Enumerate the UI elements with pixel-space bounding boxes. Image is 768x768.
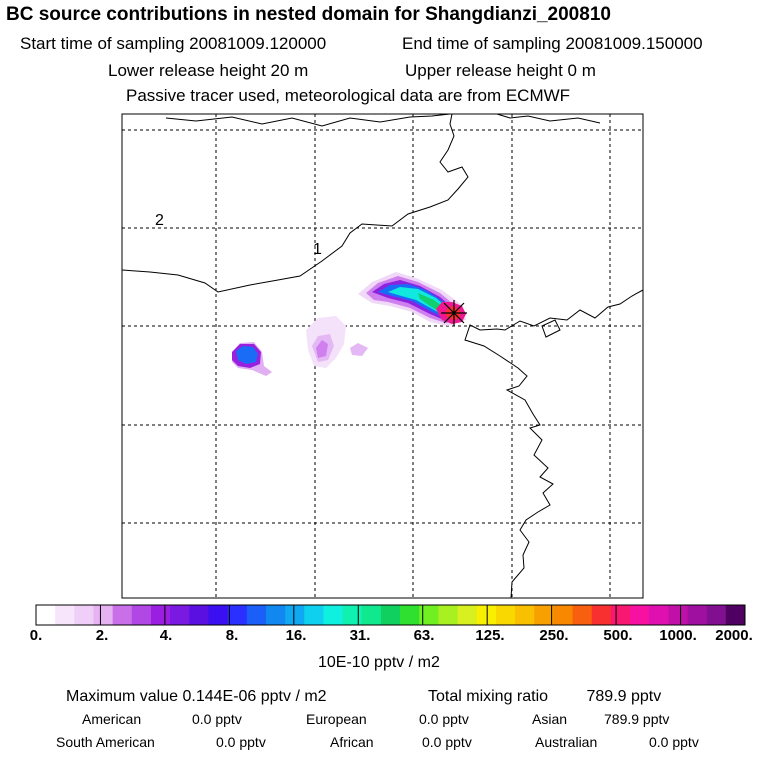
colorbar-tick: 31. — [349, 627, 371, 644]
colorbar-tick: 4. — [159, 627, 173, 644]
colorbar-unit-label: 10E-10 pptv / m2 — [318, 654, 440, 671]
colorbar-tick: 16. — [285, 627, 307, 644]
region-value: 0.0 pptv — [422, 734, 472, 750]
colorbar-cell — [610, 605, 631, 625]
region-name: Australian — [535, 734, 598, 750]
region-name: Asian — [532, 711, 568, 727]
colorbar-tick: 8. — [225, 627, 239, 644]
colorbar-cell — [131, 605, 152, 625]
total-mixing-ratio: Total mixing ratio 789.9 pptv — [428, 688, 661, 706]
colorbar-cell — [419, 605, 439, 625]
colorbar-tick: 125. — [475, 627, 505, 644]
colorbar-tick: 63. — [413, 627, 435, 644]
region-name: African — [330, 734, 374, 750]
colorbar-cell — [725, 605, 746, 625]
colorbar-cell — [55, 605, 75, 625]
grid-label-1: 1 — [313, 241, 322, 258]
colorbar-cell — [74, 605, 94, 625]
colorbar-cell — [265, 605, 286, 625]
grid-label-2: 2 — [155, 212, 164, 229]
border-line — [165, 113, 451, 127]
maximum-value-label: Maximum value 0.144E-06 pptv / m2 — [66, 688, 327, 705]
upper-release-label: Upper release height 0 m — [405, 61, 596, 80]
colorbar-frame — [35, 604, 746, 626]
colorbar-cell — [591, 605, 612, 625]
colorbar-cell — [495, 605, 516, 625]
plume-contour — [350, 343, 368, 356]
colorbar-cell — [170, 605, 190, 625]
colorbar-cell — [534, 605, 554, 625]
colorbar-cell — [515, 605, 535, 625]
colorbar-cell — [36, 605, 56, 625]
colorbar-cell — [668, 605, 689, 625]
plume-contour — [316, 340, 328, 358]
region-value: 0.0 pptv — [192, 711, 242, 727]
region-name: American — [82, 711, 142, 727]
colorbar-cell — [687, 605, 708, 625]
colorbar-cell — [150, 605, 171, 625]
total-mixing-ratio-value: 789.9 pptv — [586, 688, 662, 705]
colorbar-cell — [380, 605, 401, 625]
region-value: 0.0 pptv — [649, 734, 699, 750]
colorbar-cell — [246, 605, 267, 625]
colorbar-cell — [630, 605, 650, 625]
receptor-star-icon — [441, 300, 467, 326]
colorbar-tick: 250. — [539, 627, 569, 644]
colorbar-cell — [342, 605, 363, 625]
colorbar-cell — [227, 605, 248, 625]
border-line — [121, 113, 469, 293]
region-name: South American — [56, 734, 155, 750]
colorbar-cell — [649, 605, 669, 625]
colorbar-tick: 1000. — [659, 627, 697, 644]
lower-release-label: Lower release height 20 m — [108, 61, 309, 80]
end-time-label: End time of sampling 20081009.150000 — [402, 34, 703, 53]
colorbar-cell — [285, 605, 305, 625]
colorbar-cell — [572, 605, 593, 625]
region-value: 0.0 pptv — [216, 734, 266, 750]
colorbar-cell — [553, 605, 574, 625]
colorbar-cell — [323, 605, 344, 625]
colorbar-tick: 2000. — [715, 627, 753, 644]
colorbar-cell — [304, 605, 324, 625]
coastlines — [121, 113, 644, 599]
colorbar-cell — [706, 605, 727, 625]
plot-title: BC source contributions in nested domain… — [6, 4, 611, 25]
colorbar-cell — [361, 605, 382, 625]
colorbar-dividers — [99, 605, 682, 625]
passive-tracer-note: Passive tracer used, meteorological data… — [126, 86, 571, 105]
colorbar-tick: 2. — [95, 627, 109, 644]
colorbar-cell — [189, 605, 209, 625]
map-frame — [121, 113, 644, 599]
colorbar-tick: 500. — [603, 627, 633, 644]
colorbar-cell — [400, 605, 420, 625]
island-outline — [541, 319, 561, 338]
total-mixing-ratio-label: Total mixing ratio — [428, 688, 549, 705]
start-time-label: Start time of sampling 20081009.120000 — [20, 34, 327, 53]
colorbar-cell — [457, 605, 478, 625]
concentration-plume — [232, 272, 466, 376]
plume-contour — [236, 346, 258, 364]
coastline — [464, 289, 644, 599]
region-name: European — [306, 711, 367, 727]
colorbar — [36, 605, 746, 625]
region-value: 789.9 pptv — [604, 711, 670, 727]
plume-contour — [388, 287, 450, 316]
colorbar-cell — [208, 605, 229, 625]
colorbar-cell — [476, 605, 497, 625]
colorbar-tick: 0. — [29, 627, 43, 644]
region-value: 0.0 pptv — [419, 711, 469, 727]
colorbar-cell — [112, 605, 133, 625]
border-line — [496, 113, 601, 124]
colorbar-cell — [93, 605, 114, 625]
colorbar-cell — [438, 605, 459, 625]
